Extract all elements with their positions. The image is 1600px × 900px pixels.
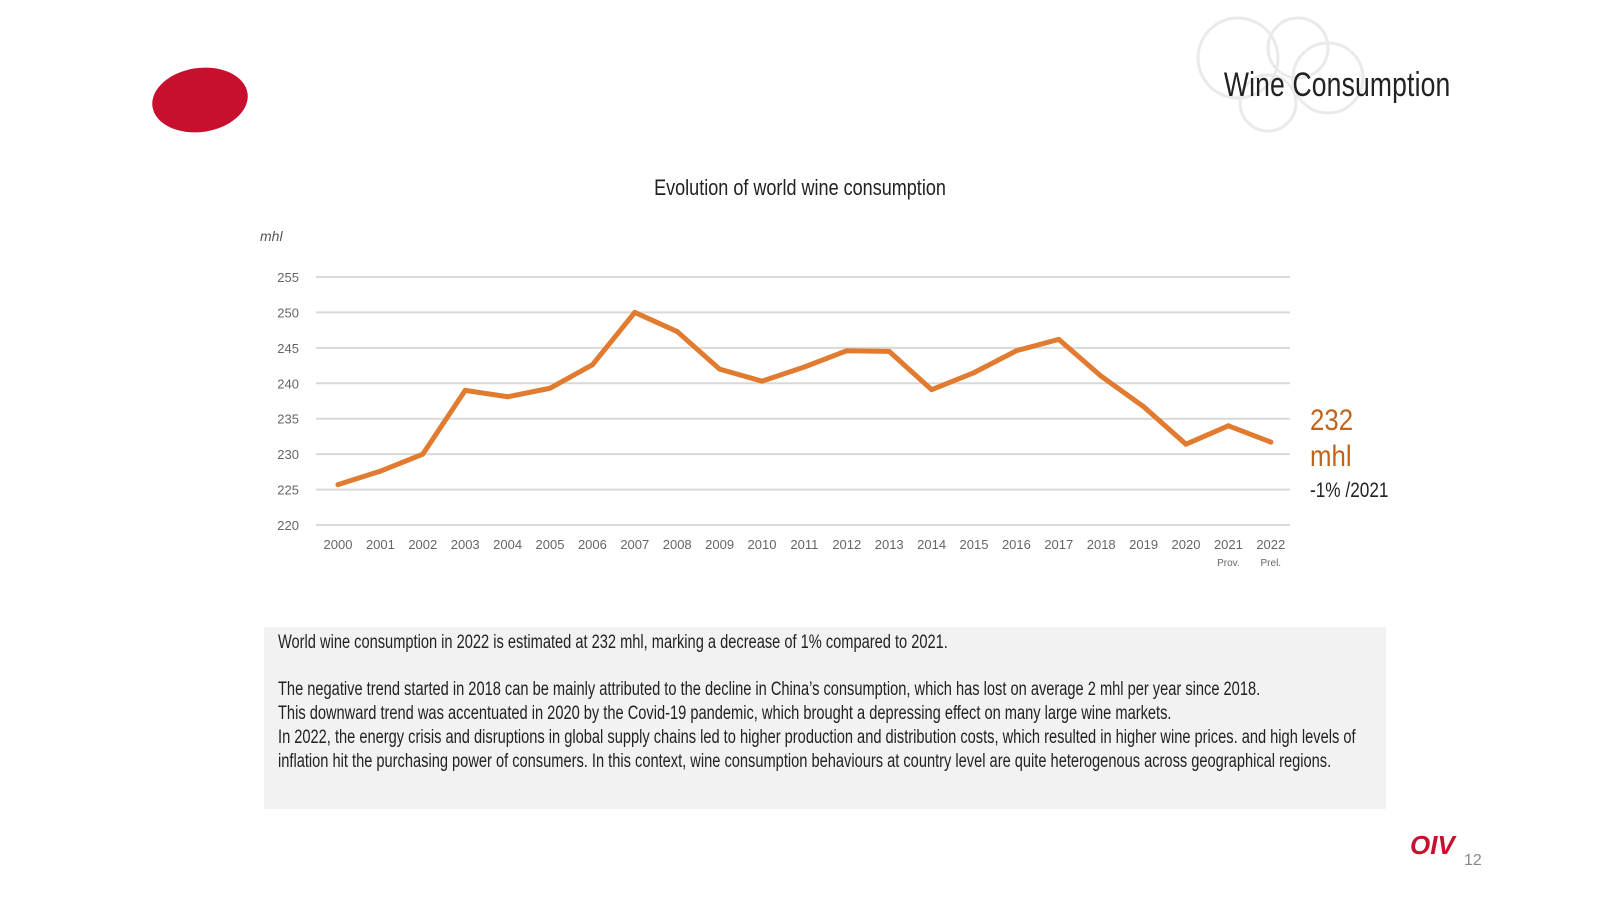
- chart-title: Evolution of world wine consumption: [654, 175, 946, 200]
- callout-value-unit: mhl: [1310, 440, 1352, 473]
- data-point-2009: [717, 366, 723, 372]
- x-tick-note: Prel.: [1261, 558, 1282, 569]
- x-tick-label: 2002: [408, 537, 437, 552]
- data-point-2010: [759, 378, 765, 384]
- callout-value: 232 mhl: [1310, 403, 1353, 475]
- data-point-2011: [801, 364, 807, 370]
- y-tick-label: 230: [277, 447, 299, 462]
- x-tick-label: 2003: [451, 537, 480, 552]
- y-tick-label: 240: [277, 376, 299, 391]
- summary-box: World wine consumption in 2022 is estima…: [264, 627, 1386, 809]
- x-tick-label: 2013: [875, 537, 904, 552]
- callout-value-number: 232: [1310, 404, 1354, 437]
- series-line-0: [335, 309, 1274, 488]
- summary-paragraph-3: This downward trend was accentuated in 2…: [278, 703, 1172, 724]
- x-tick-label: 2020: [1172, 537, 1201, 552]
- data-point-2016: [1013, 348, 1019, 354]
- x-tick-label: 2011: [790, 537, 818, 552]
- x-tick-label: 2012: [832, 537, 861, 552]
- data-point-2021: [1225, 423, 1231, 429]
- y-tick-label: 245: [277, 341, 299, 356]
- watermark-graphic-icon: [1196, 16, 1365, 133]
- y-tick-label: 220: [277, 518, 299, 533]
- oiv-footer-logo: OIV: [1410, 830, 1455, 860]
- y-tick-label: 235: [277, 412, 299, 427]
- page-title: Wine Consumption: [1223, 66, 1450, 104]
- data-point-2018: [1098, 373, 1104, 379]
- x-tick-label: 2000: [324, 537, 353, 552]
- x-tick-label: 2008: [663, 537, 692, 552]
- x-tick-label: 2019: [1129, 537, 1158, 552]
- data-point-2013: [886, 348, 892, 354]
- page-number: 12: [1464, 852, 1482, 869]
- y-tick-label: 255: [277, 270, 299, 285]
- data-point-2005: [547, 385, 553, 391]
- data-point-2019: [1141, 404, 1147, 410]
- x-tick-label: 2022: [1256, 537, 1285, 552]
- data-point-2017: [1056, 336, 1062, 342]
- data-point-2015: [971, 370, 977, 376]
- x-tick-label: 2018: [1087, 537, 1116, 552]
- data-point-2014: [929, 387, 935, 393]
- data-point-2020: [1183, 441, 1189, 447]
- y-axis-unit-label: mhl: [260, 228, 283, 244]
- data-point-2001: [377, 468, 383, 474]
- y-tick-label: 250: [277, 305, 299, 320]
- data-point-2022: [1268, 439, 1274, 445]
- data-point-2012: [844, 348, 850, 354]
- data-point-2004: [505, 394, 511, 400]
- x-tick-label: 2001: [366, 537, 395, 552]
- summary-paragraph-4: In 2022, the energy crisis and disruptio…: [278, 727, 1356, 772]
- x-tick-label: 2010: [748, 537, 777, 552]
- x-tick-label: 2017: [1044, 537, 1073, 552]
- x-tick-label: 2015: [960, 537, 989, 552]
- data-point-2002: [420, 451, 426, 457]
- data-point-2007: [632, 309, 638, 315]
- y-tick-label: 225: [277, 483, 299, 498]
- x-tick-label: 2016: [1002, 537, 1031, 552]
- x-tick-label: 2004: [493, 537, 522, 552]
- data-point-2006: [589, 362, 595, 368]
- data-point-2003: [462, 387, 468, 393]
- summary-paragraph-2: The negative trend started in 2018 can b…: [278, 679, 1261, 700]
- x-tick-label: 2014: [917, 537, 946, 552]
- x-tick-label: 2007: [620, 537, 649, 552]
- callout-change: -1% /2021: [1310, 479, 1389, 502]
- x-tick-label: 2009: [705, 537, 734, 552]
- x-tick-label: 2021: [1214, 537, 1243, 552]
- x-tick-label: 2005: [536, 537, 565, 552]
- x-tick-note: Prov.: [1217, 558, 1240, 569]
- data-point-2000: [335, 482, 341, 488]
- oiv-red-logo-icon: [152, 67, 248, 133]
- summary-paragraph-1: World wine consumption in 2022 is estima…: [278, 632, 948, 653]
- x-tick-label: 2006: [578, 537, 607, 552]
- data-point-2008: [674, 329, 680, 335]
